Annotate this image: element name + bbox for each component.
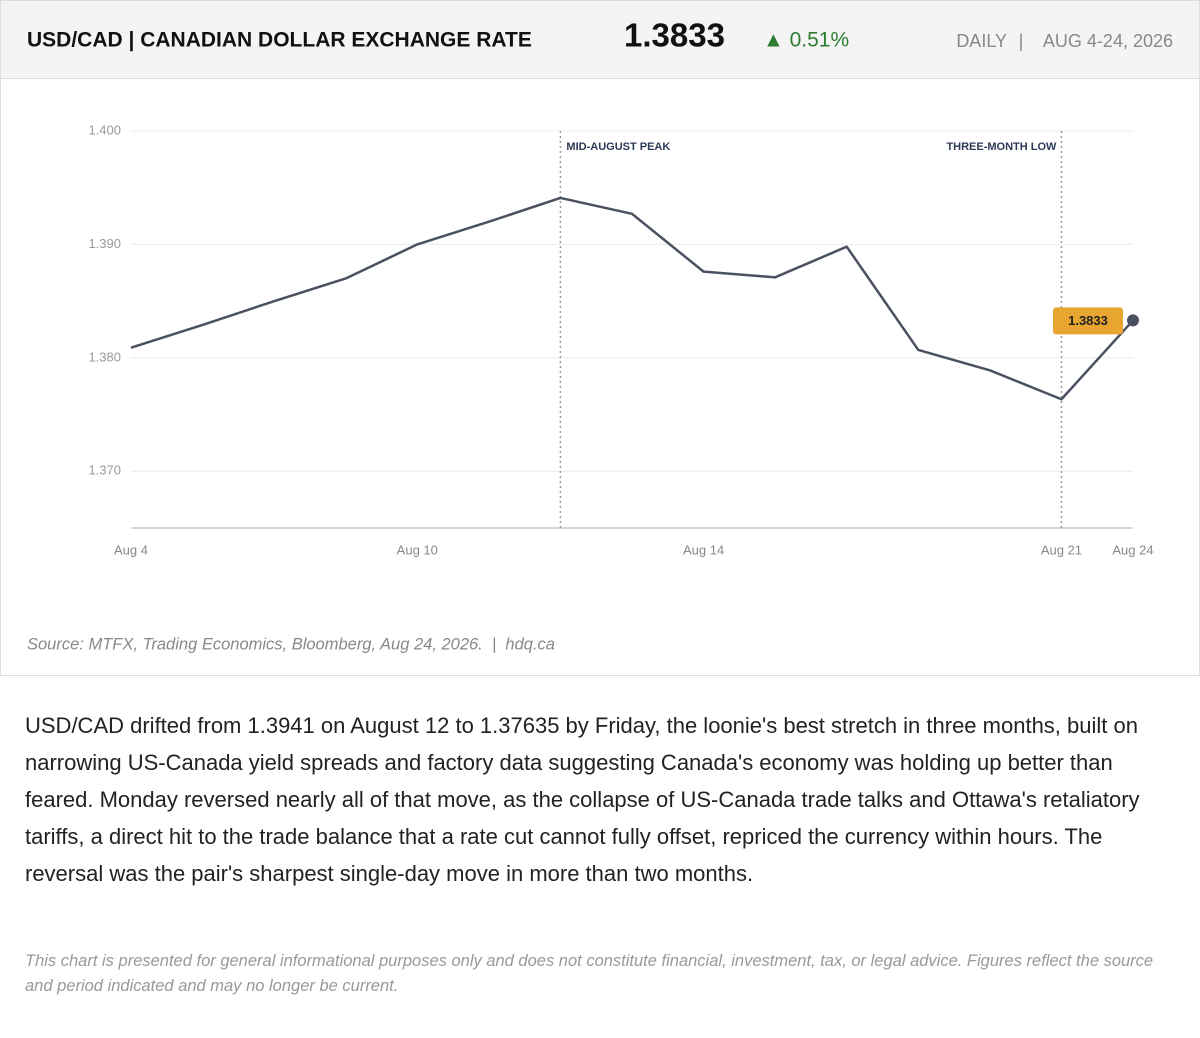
current-rate: 1.3833	[624, 17, 725, 54]
y-tick-label: 1.380	[88, 349, 121, 364]
x-tick-label: Aug 4	[114, 542, 148, 557]
x-tick-label: Aug 21	[1041, 542, 1082, 557]
chart-title: USD/CAD | CANADIAN DOLLAR EXCHANGE RATE	[27, 29, 532, 52]
x-tick-label: Aug 24	[1112, 542, 1153, 557]
end-label: 1.3833	[1068, 313, 1108, 328]
y-tick-label: 1.370	[88, 463, 121, 478]
chart-frame	[0, 0, 1200, 676]
body-text: USD/CAD drifted from 1.3941 on August 12…	[25, 713, 1140, 886]
annotation-label: THREE-MONTH LOW	[946, 141, 1057, 153]
y-tick-label: 1.400	[88, 122, 121, 137]
disclaimer: This chart is presented for general info…	[25, 952, 1154, 995]
x-tick-label: Aug 10	[397, 542, 438, 557]
x-tick-label: Aug 14	[683, 542, 724, 557]
period: AUG 4-24, 2026	[1043, 31, 1173, 51]
y-tick-label: 1.390	[88, 236, 121, 251]
frequency: DAILY	[956, 31, 1007, 51]
header-band	[0, 0, 1200, 79]
separator: |	[1019, 31, 1024, 51]
end-badge	[1053, 307, 1123, 335]
end-point	[1127, 314, 1139, 327]
annotation-label: MID-AUGUST PEAK	[566, 141, 670, 153]
source: Source: MTFX, Trading Economics, Bloombe…	[27, 635, 555, 653]
line-series	[130, 196, 1134, 401]
rate-change: ▲ 0.51%	[763, 29, 849, 52]
chart: USD/CAD | CANADIAN DOLLAR EXCHANGE RATE …	[0, 0, 1200, 676]
